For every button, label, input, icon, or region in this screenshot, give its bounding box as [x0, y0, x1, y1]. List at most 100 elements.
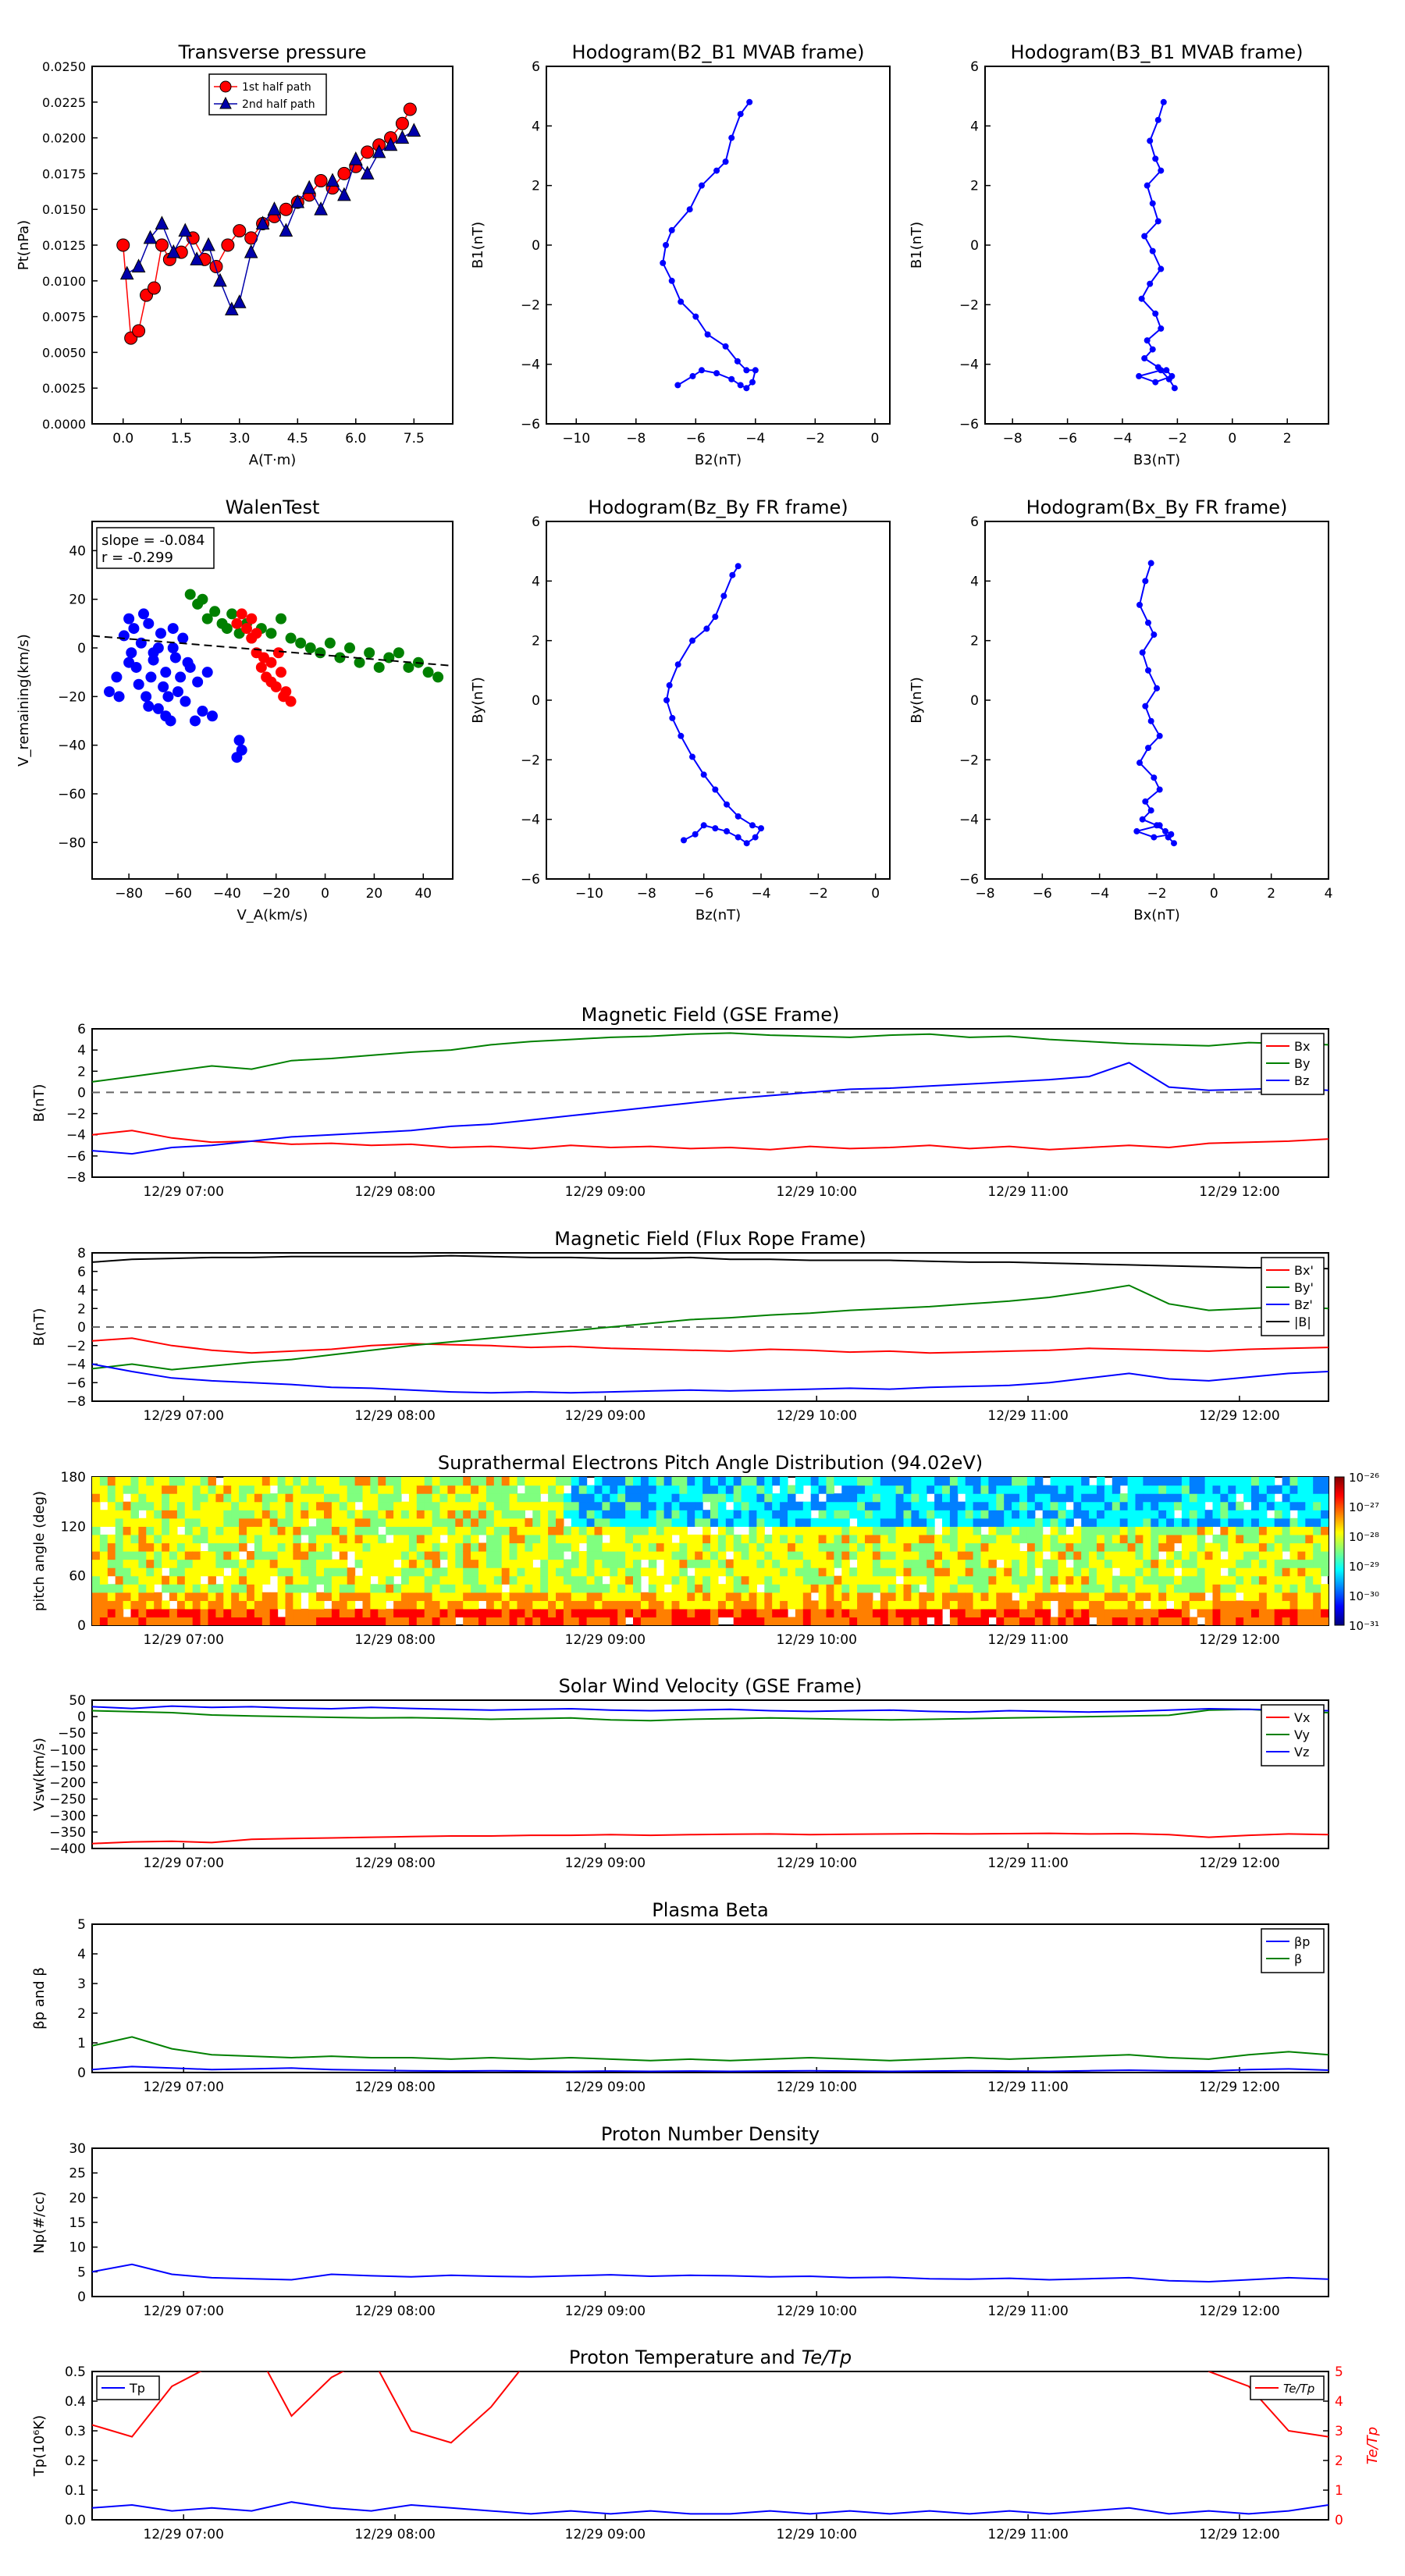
heatmap-cell-8-135-14	[1135, 1501, 1144, 1510]
heatmap-cell-8-114-7	[973, 1559, 982, 1568]
heatmap-cell-8-24-17	[277, 1477, 286, 1486]
heatmap-cell-8-91-10	[795, 1534, 804, 1544]
heatmap-cell-8-55-11	[517, 1526, 525, 1535]
heatmap-cell-8-123-5	[1042, 1575, 1051, 1585]
heatmap-cell-8-139-11	[1166, 1526, 1175, 1535]
heatmap-cell-8-147-15	[1228, 1493, 1236, 1503]
heatmap-cell-8-97-3	[841, 1592, 850, 1601]
heatmap-cell-8-98-2	[849, 1600, 858, 1610]
heatmap-cell-8-67-10	[610, 1534, 618, 1544]
heatmap-cell-8-76-7	[679, 1559, 688, 1568]
plot-frame-9	[91, 1699, 1329, 1849]
heatmap-cell-8-78-16	[695, 1485, 703, 1494]
heatmap-cell-8-43-7	[424, 1559, 433, 1568]
heatmap-cell-8-3-12	[115, 1517, 124, 1527]
heatmap-cell-8-124-6	[1050, 1567, 1059, 1577]
heatmap-cell-8-127-4	[1073, 1584, 1082, 1593]
heatmap-cell-8-51-17	[486, 1477, 495, 1486]
heatmap-cell-8-93-1	[810, 1608, 820, 1618]
heatmap-cell-8-91-2	[795, 1600, 804, 1610]
heatmap-cell-8-14-7	[200, 1559, 209, 1568]
data-point-0-1-19	[337, 187, 351, 201]
x-tick-label-1-4: −2	[806, 431, 825, 447]
heatmap-cell-8-35-13	[362, 1510, 371, 1519]
heatmap-cell-8-9-1	[162, 1608, 170, 1618]
y-tick-label-7-6: 4	[77, 1283, 86, 1299]
heatmap-cell-8-63-12	[578, 1517, 588, 1527]
heatmap-cell-8-19-15	[239, 1493, 247, 1503]
heatmap-cell-8-53-17	[501, 1477, 510, 1486]
heatmap-cell-8-50-8	[478, 1551, 487, 1560]
heatmap-cell-8-130-3	[1097, 1592, 1105, 1601]
heatmap-cell-8-141-4	[1181, 1584, 1190, 1593]
chart-title-0: Transverse pressure	[178, 41, 367, 63]
heatmap-cell-8-128-1	[1081, 1608, 1090, 1618]
heatmap-cell-8-2-13	[107, 1510, 116, 1519]
heatmap-cell-8-140-4	[1174, 1584, 1183, 1593]
heatmap-cell-8-132-17	[1112, 1477, 1121, 1486]
heatmap-cell-8-151-4	[1258, 1584, 1268, 1593]
heatmap-cell-8-136-5	[1143, 1575, 1151, 1585]
heatmap-cell-8-99-8	[857, 1551, 866, 1560]
heatmap-cell-8-78-12	[695, 1517, 703, 1527]
heatmap-cell-8-62-10	[571, 1534, 580, 1544]
heatmap-cell-8-143-13	[1197, 1510, 1206, 1519]
heatmap-cell-8-133-13	[1119, 1510, 1129, 1519]
heatmap-cell-8-59-2	[548, 1600, 557, 1610]
heatmap-cell-8-79-3	[702, 1592, 711, 1601]
heatmap-cell-8-56-11	[525, 1526, 533, 1535]
heatmap-cell-8-82-2	[725, 1600, 735, 1610]
heatmap-cell-8-99-14	[857, 1501, 866, 1510]
heatmap-cell-8-121-16	[1026, 1485, 1036, 1494]
heatmap-cell-8-84-13	[741, 1510, 750, 1519]
heatmap-cell-8-49-9	[471, 1542, 479, 1552]
heatmap-cell-8-0-10	[92, 1534, 101, 1544]
heatmap-cell-8-118-5	[1004, 1575, 1012, 1585]
heatmap-cell-8-132-9	[1112, 1542, 1121, 1552]
heatmap-cell-8-73-11	[656, 1526, 665, 1535]
data-point-5-0-2	[1136, 601, 1143, 608]
heatmap-cell-8-94-9	[818, 1542, 827, 1552]
heatmap-cell-8-4-2	[123, 1600, 132, 1610]
plot-area-7	[92, 1254, 1329, 1394]
heatmap-cell-8-37-3	[378, 1592, 386, 1601]
heatmap-cell-8-46-4	[447, 1584, 456, 1593]
heatmap-cell-8-5-1	[130, 1608, 139, 1618]
heatmap-cell-8-56-8	[525, 1551, 533, 1560]
heatmap-cell-8-45-9	[439, 1542, 448, 1552]
heatmap-cell-8-29-3	[316, 1592, 325, 1601]
heatmap-cell-8-141-8	[1181, 1551, 1190, 1560]
heatmap-cell-8-118-2	[1004, 1600, 1012, 1610]
heatmap-cell-8-63-5	[578, 1575, 588, 1585]
heatmap-cell-8-12-1	[184, 1608, 194, 1618]
heatmap-cell-8-73-16	[656, 1485, 665, 1494]
heatmap-cell-8-122-17	[1034, 1477, 1044, 1486]
heatmap-cell-8-17-5	[223, 1575, 232, 1585]
y-axis-label-3: V_remaining(km/s)	[16, 634, 32, 767]
heatmap-cell-8-19-11	[239, 1526, 247, 1535]
heatmap-cell-8-7-7	[146, 1559, 155, 1568]
heatmap-cell-8-66-13	[602, 1510, 610, 1519]
heatmap-cell-8-32-9	[339, 1542, 348, 1552]
heatmap-cell-8-107-10	[919, 1534, 927, 1544]
heatmap-cell-8-24-16	[277, 1485, 286, 1494]
heatmap-cell-8-63-17	[578, 1477, 588, 1486]
heatmap-cell-8-37-17	[378, 1477, 386, 1486]
heatmap-cell-8-59-5	[548, 1575, 557, 1585]
heatmap-cell-8-43-9	[424, 1542, 433, 1552]
heatmap-cell-8-72-10	[648, 1534, 657, 1544]
heatmap-cell-8-0-9	[92, 1542, 101, 1552]
heatmap-cell-8-13-3	[192, 1592, 201, 1601]
heatmap-cell-8-22-12	[261, 1517, 271, 1527]
heatmap-cell-8-118-0	[1004, 1617, 1012, 1625]
heatmap-cell-8-19-14	[239, 1501, 247, 1510]
heatmap-cell-8-61-5	[563, 1575, 572, 1585]
heatmap-cell-8-89-1	[780, 1608, 788, 1618]
heatmap-area-8	[92, 1477, 1329, 1625]
heatmap-cell-8-18-3	[231, 1592, 240, 1601]
data-point-3-1-6	[221, 623, 233, 635]
data-point-0-0-26	[395, 116, 409, 130]
heatmap-cell-8-84-5	[741, 1575, 750, 1585]
heatmap-cell-8-0-1	[92, 1608, 101, 1618]
heatmap-cell-8-75-16	[671, 1485, 680, 1494]
